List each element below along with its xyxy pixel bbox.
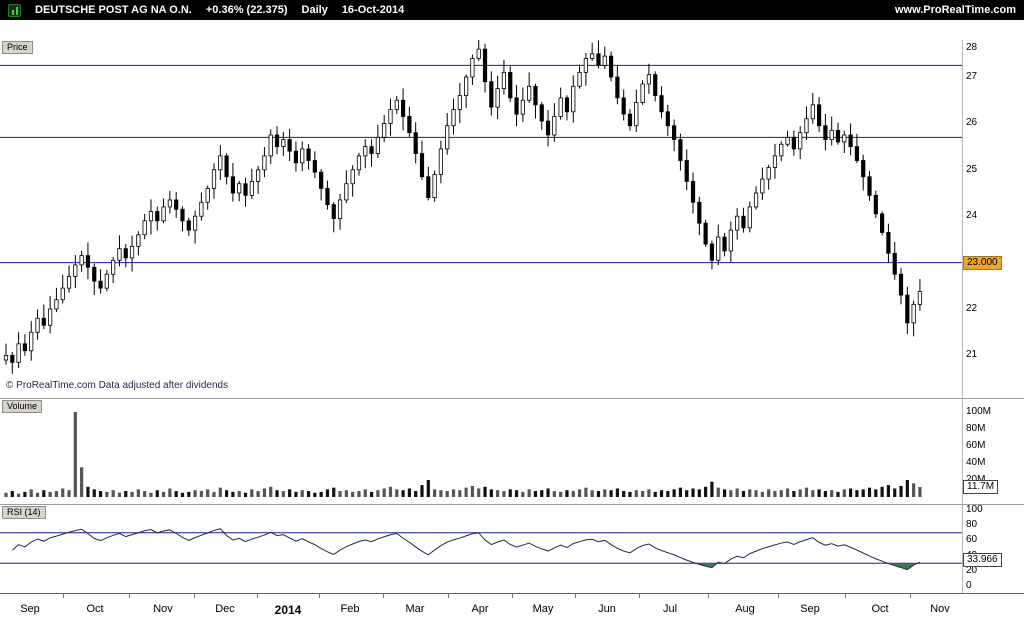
prorealtime-chart-window: DEUTSCHE POST AG NA O.N. +0.36% (22.375)…: [0, 0, 1024, 600]
time-axis-label: Nov: [930, 603, 950, 615]
rsi-axis-tick: 80: [966, 519, 977, 531]
price-axis-tick: 28: [966, 42, 977, 54]
chart-area[interactable]: Price Volume RSI (14) © ProRealTime.com …: [0, 20, 1024, 600]
volume-axis-tick: 100M: [966, 406, 991, 418]
time-axis-label: Oct: [871, 603, 888, 615]
time-axis-label: Sep: [800, 603, 820, 615]
title-bar: DEUTSCHE POST AG NA O.N. +0.36% (22.375)…: [0, 0, 1024, 20]
price-axis-tick: 21: [966, 349, 977, 361]
price-level-badge: 23.000: [963, 256, 1002, 270]
price-axis-tick: 25: [966, 164, 977, 176]
rsi-axis-tick: 60: [966, 534, 977, 546]
time-axis-label: Jul: [663, 603, 677, 615]
time-axis-tick: [778, 594, 779, 598]
rsi-panel-tab[interactable]: RSI (14): [2, 506, 46, 519]
price-axis-tick: 27: [966, 71, 977, 83]
time-axis-label: Nov: [153, 603, 173, 615]
time-axis-label: Aug: [735, 603, 755, 615]
time-axis-tick: [63, 594, 64, 598]
volume-value-badge: 11.7M: [963, 480, 998, 494]
date-label: 16-Oct-2014: [342, 4, 404, 16]
volume-panel-tab[interactable]: Volume: [2, 400, 42, 413]
time-axis-label: Dec: [215, 603, 235, 615]
site-label: www.ProRealTime.com: [895, 4, 1016, 16]
time-axis-tick: [319, 594, 320, 598]
time-axis-tick: [512, 594, 513, 598]
axis-separator: [962, 40, 963, 593]
time-axis-tick: [129, 594, 130, 598]
price-axis-tick: 24: [966, 210, 977, 222]
time-axis-tick: [708, 594, 709, 598]
price-change: +0.36% (22.375): [206, 4, 288, 16]
app-icon: [8, 4, 21, 17]
time-axis-tick: [448, 594, 449, 598]
time-axis-tick: [639, 594, 640, 598]
volume-axis-tick: 80M: [966, 423, 985, 435]
chart-canvas[interactable]: [0, 40, 1024, 620]
rsi-axis-tick: 0: [966, 580, 972, 592]
time-axis-tick: [194, 594, 195, 598]
timeframe-label: Daily: [302, 4, 328, 16]
time-axis-label: 2014: [275, 603, 302, 617]
time-axis-label: Jun: [598, 603, 616, 615]
price-volume-separator: [0, 398, 1024, 399]
time-axis-tick: [257, 594, 258, 598]
time-axis-tick: [910, 594, 911, 598]
price-axis-tick: 22: [966, 303, 977, 315]
time-axis-label: May: [533, 603, 554, 615]
time-axis: Sep Oct Nov Dec 2014 Feb Mar Apr May Jun Jul Aug Sep…: [0, 593, 1024, 620]
time-axis-label: Feb: [341, 603, 360, 615]
time-axis-tick: [845, 594, 846, 598]
rsi-value-badge: 33.966: [963, 553, 1002, 567]
volume-axis-tick: 60M: [966, 440, 985, 452]
instrument-name: DEUTSCHE POST AG NA O.N.: [35, 4, 192, 16]
time-axis-label: Apr: [471, 603, 488, 615]
time-axis-label: Oct: [86, 603, 103, 615]
volume-rsi-separator: [0, 504, 1024, 505]
copyright-note: © ProRealTime.com Data adjusted after di…: [6, 380, 228, 391]
price-axis-tick: 26: [966, 117, 977, 129]
time-axis-tick: [383, 594, 384, 598]
time-axis-label: Mar: [406, 603, 425, 615]
time-axis-label: Sep: [20, 603, 40, 615]
price-panel-tab[interactable]: Price: [2, 41, 33, 54]
rsi-axis-tick: 100: [966, 504, 983, 516]
volume-axis-tick: 40M: [966, 457, 985, 469]
time-axis-tick: [575, 594, 576, 598]
